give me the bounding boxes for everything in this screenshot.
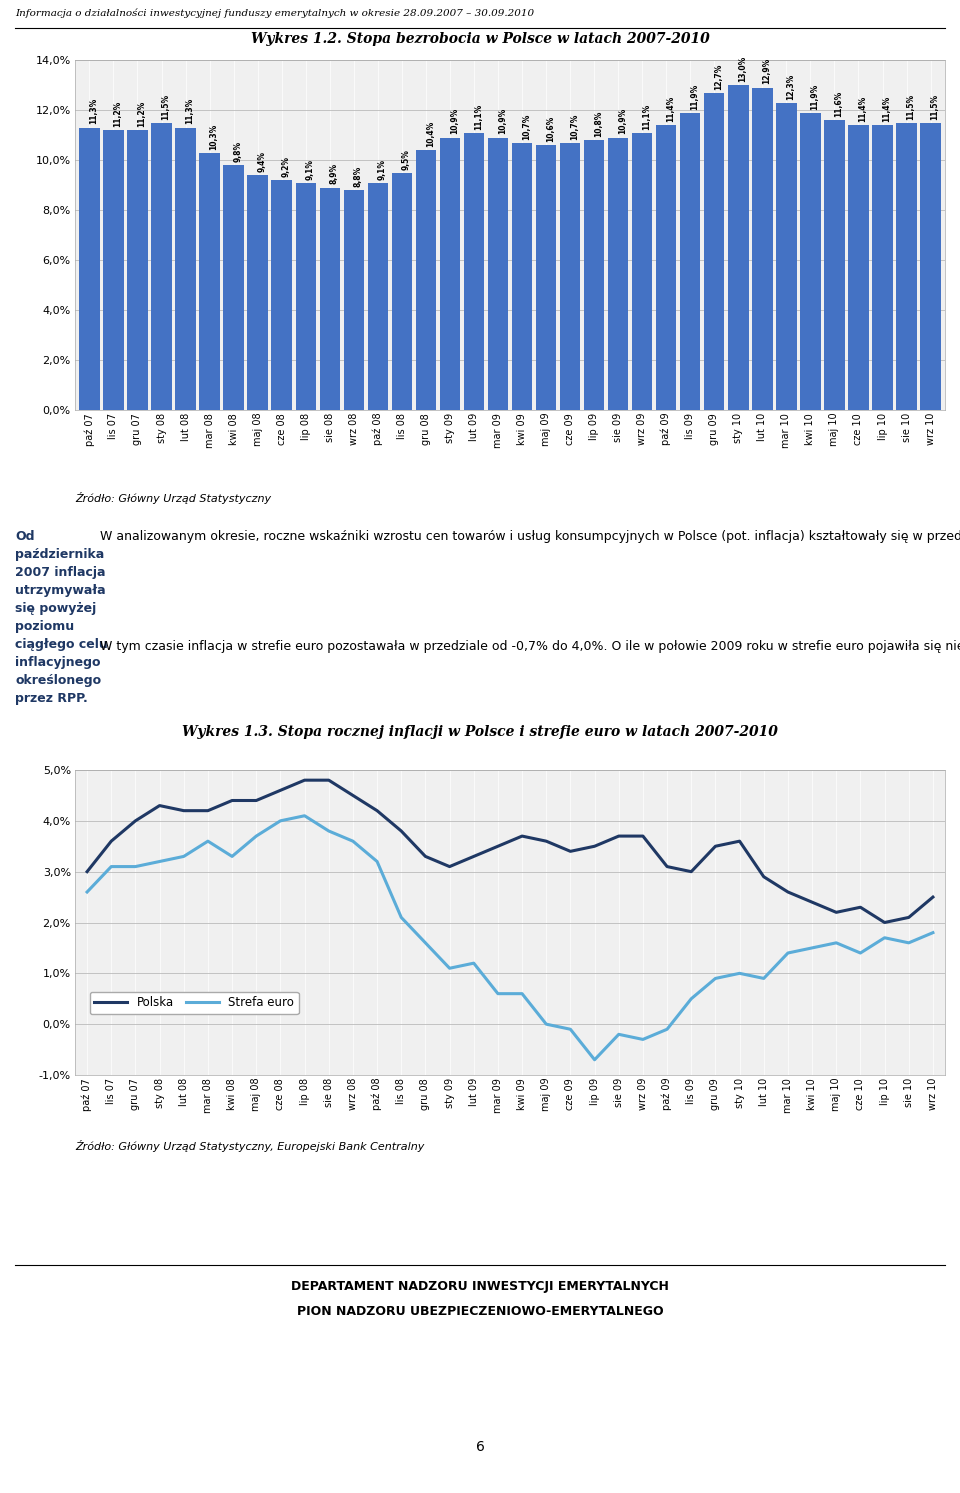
Text: Od
października
2007 inflacja
utrzymywała
się powyżej
poziomu
ciągłego celu
infl: Od października 2007 inflacja utrzymywał… xyxy=(15,530,108,705)
Text: 9,8%: 9,8% xyxy=(233,140,243,163)
Legend: Polska, Strefa euro: Polska, Strefa euro xyxy=(89,991,299,1014)
Text: 9,2%: 9,2% xyxy=(281,155,291,178)
Bar xyxy=(344,190,364,411)
Text: 13,0%: 13,0% xyxy=(738,55,747,82)
Bar xyxy=(296,182,316,411)
Text: Źródło: Główny Urząd Statystyczny: Źródło: Główny Urząd Statystyczny xyxy=(75,493,271,505)
Text: Wykres 1.2. Stopa bezrobocia w Polsce w latach 2007-2010: Wykres 1.2. Stopa bezrobocia w Polsce w … xyxy=(251,31,709,46)
Text: 8,9%: 8,9% xyxy=(329,163,339,185)
Bar xyxy=(801,112,821,411)
Text: 10,9%: 10,9% xyxy=(450,109,459,134)
Bar xyxy=(608,137,629,411)
Text: 11,5%: 11,5% xyxy=(906,94,916,119)
Text: 9,5%: 9,5% xyxy=(402,149,411,170)
Text: 12,9%: 12,9% xyxy=(762,58,771,85)
Bar xyxy=(849,125,869,411)
Bar xyxy=(104,130,124,411)
Text: 11,2%: 11,2% xyxy=(137,100,147,127)
Bar xyxy=(680,112,701,411)
Text: 9,4%: 9,4% xyxy=(257,151,267,172)
Text: 11,3%: 11,3% xyxy=(185,99,195,124)
Text: 10,9%: 10,9% xyxy=(618,109,627,134)
Text: 12,7%: 12,7% xyxy=(714,63,723,90)
Bar xyxy=(777,103,797,411)
Bar xyxy=(80,127,100,411)
Text: 11,9%: 11,9% xyxy=(810,84,820,109)
Bar xyxy=(921,122,941,411)
Bar xyxy=(825,119,845,411)
Text: 11,6%: 11,6% xyxy=(834,91,844,116)
Text: Źródło: Główny Urząd Statystyczny, Europejski Bank Centralny: Źródło: Główny Urząd Statystyczny, Europ… xyxy=(75,1141,424,1153)
Bar xyxy=(584,140,605,411)
Text: 11,4%: 11,4% xyxy=(666,96,675,122)
Bar xyxy=(368,182,388,411)
Bar xyxy=(632,133,653,411)
Text: 10,7%: 10,7% xyxy=(570,113,579,139)
Text: DEPARTAMENT NADZORU INWESTYCJI EMERYTALNYCH: DEPARTAMENT NADZORU INWESTYCJI EMERYTALN… xyxy=(291,1280,669,1293)
Text: 10,4%: 10,4% xyxy=(426,121,435,146)
Text: 10,9%: 10,9% xyxy=(498,109,507,134)
Text: Informacja o działalności inwestycyjnej funduszy emerytalnych w okresie 28.09.20: Informacja o działalności inwestycyjnej … xyxy=(15,7,534,18)
Bar xyxy=(248,175,268,411)
Text: 11,5%: 11,5% xyxy=(930,94,940,119)
Text: W tym czasie inflacja w strefie euro pozostawała w przedziale od -0,7% do 4,0%. : W tym czasie inflacja w strefie euro poz… xyxy=(100,640,960,652)
Bar xyxy=(873,125,893,411)
Bar xyxy=(320,188,340,411)
Text: 11,4%: 11,4% xyxy=(882,96,892,122)
Text: 10,7%: 10,7% xyxy=(522,113,531,139)
Bar xyxy=(464,133,484,411)
Text: 11,5%: 11,5% xyxy=(161,94,171,119)
Bar xyxy=(728,85,749,411)
Text: 11,4%: 11,4% xyxy=(858,96,868,122)
Bar xyxy=(752,88,773,411)
Text: 8,8%: 8,8% xyxy=(354,166,363,187)
Bar xyxy=(704,93,725,411)
Bar xyxy=(656,125,677,411)
Text: 12,3%: 12,3% xyxy=(786,73,796,100)
Bar xyxy=(560,142,580,411)
Text: 11,1%: 11,1% xyxy=(642,103,651,130)
Bar xyxy=(200,152,220,411)
Bar xyxy=(272,181,292,411)
Bar xyxy=(897,122,917,411)
Bar xyxy=(176,127,196,411)
Bar xyxy=(440,137,460,411)
Text: 11,2%: 11,2% xyxy=(113,100,123,127)
Bar xyxy=(536,145,556,411)
Text: 11,1%: 11,1% xyxy=(474,103,483,130)
Bar xyxy=(512,142,532,411)
Text: Wykres 1.3. Stopa rocznej inflacji w Polsce i strefie euro w latach 2007-2010: Wykres 1.3. Stopa rocznej inflacji w Pol… xyxy=(182,726,778,739)
Bar xyxy=(128,130,148,411)
Text: 10,3%: 10,3% xyxy=(209,124,219,149)
Text: 10,8%: 10,8% xyxy=(594,110,603,137)
Text: 11,3%: 11,3% xyxy=(89,99,99,124)
Bar xyxy=(392,173,412,411)
Text: 11,9%: 11,9% xyxy=(690,84,699,109)
Bar xyxy=(152,122,172,411)
Bar xyxy=(416,149,436,411)
Text: 6: 6 xyxy=(475,1441,485,1454)
Text: PION NADZORU UBEZPIECZENIOWO-EMERYTALNEGO: PION NADZORU UBEZPIECZENIOWO-EMERYTALNEG… xyxy=(297,1305,663,1318)
Bar xyxy=(488,137,508,411)
Text: 10,6%: 10,6% xyxy=(546,116,555,142)
Text: W analizowanym okresie, roczne wskaźniki wzrostu cen towarów i usług konsumpcyjn: W analizowanym okresie, roczne wskaźniki… xyxy=(100,530,960,543)
Text: 9,1%: 9,1% xyxy=(378,158,387,179)
Bar xyxy=(224,166,244,411)
Text: 9,1%: 9,1% xyxy=(305,158,315,179)
